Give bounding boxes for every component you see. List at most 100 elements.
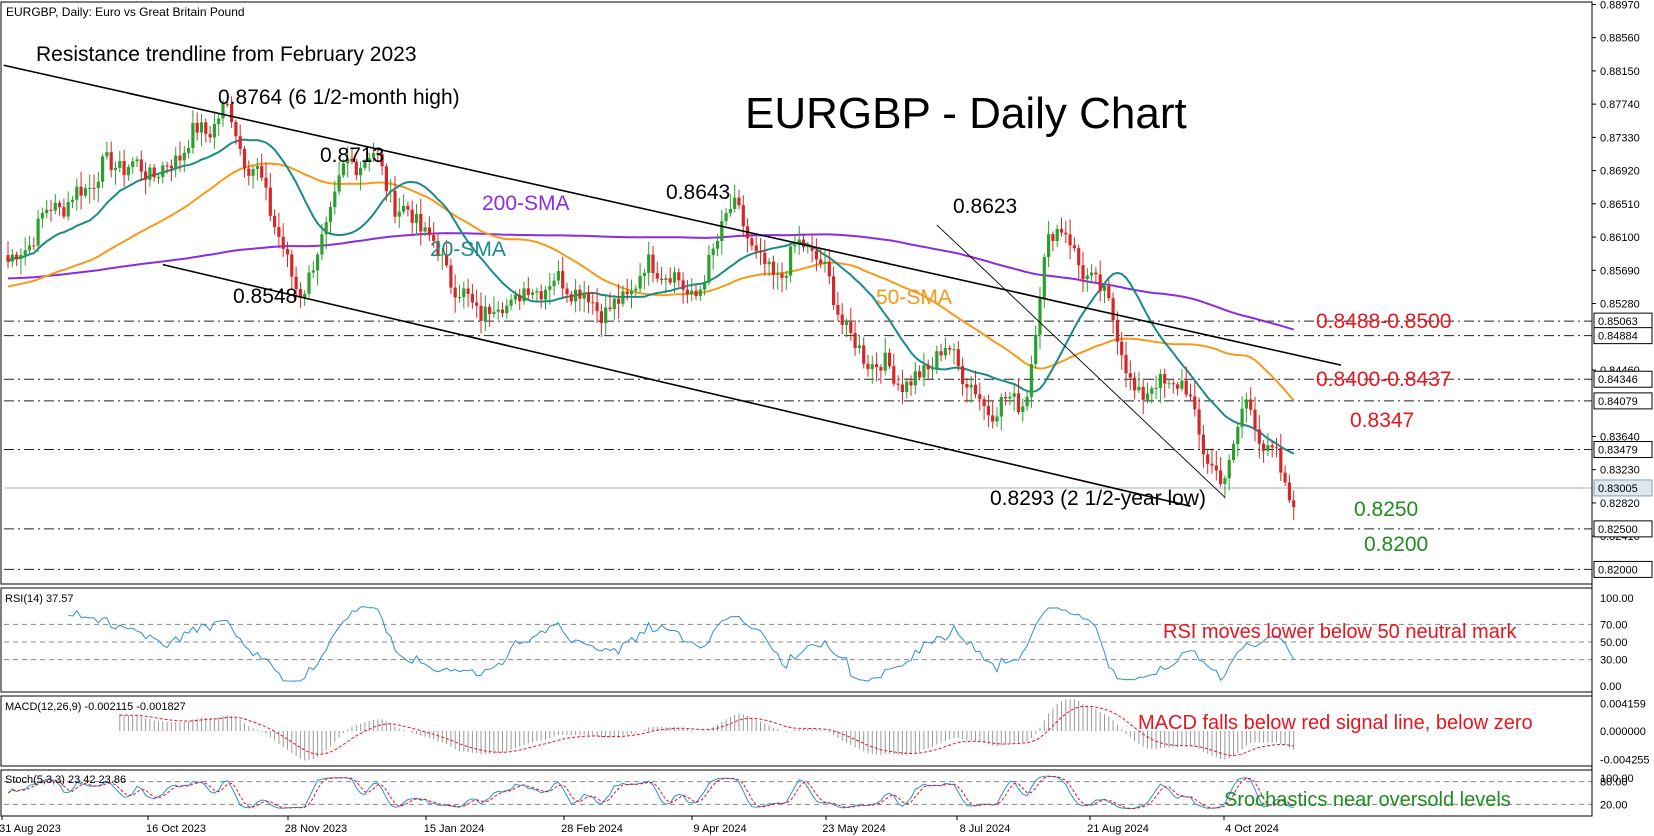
candle-body [1025,396,1029,407]
candle-body [445,254,449,266]
price-tick-label: 0.87330 [1600,132,1640,144]
candle-body [1107,286,1111,299]
candle-body [19,255,23,260]
candle-body [591,302,595,304]
candle-body [565,288,569,295]
candle-body [604,307,608,324]
candle-body [797,239,801,246]
candle-body [75,186,79,200]
candle-body [1064,232,1068,235]
candle-body [728,208,732,214]
candle-body [866,363,870,370]
current-price-label: 0.83005 [1598,483,1638,495]
candle-body [397,211,401,217]
resistance-level-3: 0.8347 [1350,409,1414,432]
candle-body [883,352,887,371]
level-price-label: 0.85063 [1598,316,1638,328]
candle-body [857,345,861,349]
candle-body [251,169,255,176]
candle-body [1180,380,1184,389]
level-price-label: 0.83479 [1598,445,1638,457]
macd-tick-label: 0.000000 [1600,726,1646,738]
candle-body [1145,393,1150,400]
candle-body [999,397,1003,417]
candle-body [1283,472,1287,483]
candle-body [832,276,836,306]
candle-body [440,254,444,256]
high-label: 0.8764 (6 1/2-month high) [218,86,460,109]
candle-body [1287,482,1291,501]
candle-body [260,166,264,178]
date-tick-label: 15 Jan 2024 [424,823,485,835]
candle-body [810,246,814,251]
candle-body [1034,334,1038,365]
candle-body [101,156,105,182]
rsi-tick-label: 70.00 [1600,619,1628,631]
candle-body [1193,396,1197,410]
macd-label: MACD(12,26,9) -0.002115 -0.001827 [5,701,186,713]
candle-body [1098,274,1102,291]
candle-body [187,148,191,153]
candle-body [978,394,982,400]
candle-body [836,305,840,315]
price-tick-label: 0.86510 [1600,199,1640,211]
candle-body [204,122,208,134]
rsi-note: RSI moves lower below 50 neutral mark [1163,621,1517,643]
candle-body [814,250,818,260]
candle-body [88,187,92,189]
stoch-tick-label: 80.00 [1600,777,1628,789]
candle-body [298,289,302,298]
candle-body [642,272,646,276]
price-tick-label: 0.86100 [1600,232,1640,244]
date-tick-label: 28 Feb 2024 [561,823,623,835]
date-tick-label: 31 Aug 2023 [0,823,61,835]
candle-body [191,122,195,149]
candle-body [40,213,44,219]
candle-body [1176,384,1180,389]
candle-body [1090,272,1094,276]
candle-body [1266,445,1270,451]
candle-body [1068,234,1072,246]
candle-body [780,273,784,278]
price-tick-label: 0.85280 [1600,299,1640,311]
candle-body [389,190,393,192]
candle-body [414,213,419,223]
candle-body [1274,447,1279,449]
price-tick-label: 0.82820 [1600,498,1640,510]
candle-body [337,175,341,192]
price-tick-label: 0.88150 [1600,66,1640,78]
candle-body [1081,265,1085,280]
candle-body [1042,257,1046,298]
candle-body [15,254,19,260]
candle-body [617,298,621,304]
candle-body [363,161,367,168]
candle-body [1038,297,1042,335]
candle-body [1004,397,1008,399]
candle-body [492,311,496,314]
candle-body [1102,286,1107,291]
candle-body [113,167,118,171]
candle-body [685,289,689,295]
candle-body [462,288,466,297]
candle-body [875,364,879,368]
rsi-tick-label: 0.00 [1600,681,1621,693]
candle-body [1029,364,1033,397]
sma20-label: 20-SMA [430,238,506,261]
support-trendline [162,263,1191,507]
candle-body [126,167,130,176]
date-tick-label: 21 Aug 2024 [1087,823,1149,835]
symbol-info: EURGBP, Daily: Euro vs Great Britain Pou… [6,5,245,19]
candle-body [230,103,234,122]
candle-body [694,290,698,297]
candle-body [152,167,156,178]
peak-8643-label: 0.8643 [666,181,730,204]
candle-body [943,347,947,356]
candle-body [578,289,582,299]
candle-body [161,165,165,177]
macd-note: MACD falls below red signal line, below … [1138,712,1533,734]
candle-body [973,384,978,395]
candle-body [118,161,122,168]
candle-body [1223,478,1227,485]
candle-body [58,202,62,208]
